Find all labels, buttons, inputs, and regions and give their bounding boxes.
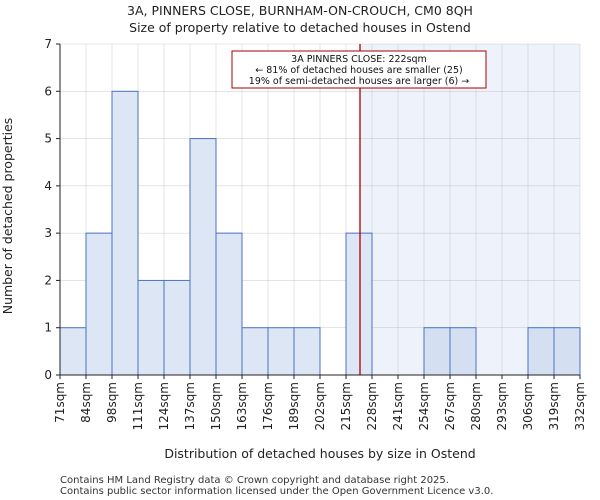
- bar: [163, 279, 191, 376]
- bar: [111, 90, 139, 376]
- chart-title: 3A, PINNERS CLOSE, BURNHAM-ON-CROUCH, CM…: [127, 3, 473, 18]
- x-tick-label: 137sqm: [183, 382, 197, 430]
- x-tick-label: 150sqm: [209, 382, 223, 430]
- bar: [215, 232, 243, 376]
- x-tick-label: 319sqm: [547, 382, 561, 430]
- x-tick-label: 111sqm: [131, 382, 145, 430]
- bar: [85, 232, 113, 376]
- x-tick-label: 280sqm: [469, 382, 483, 430]
- bar: [59, 327, 87, 376]
- x-tick-label: 228sqm: [365, 382, 379, 430]
- x-tick-label: 267sqm: [443, 382, 457, 430]
- bar: [553, 327, 581, 376]
- y-tick-label: 3: [44, 226, 52, 240]
- annotation-line-1: 3A PINNERS CLOSE: 222sqm: [291, 54, 427, 65]
- bar: [293, 327, 321, 376]
- bar: [449, 327, 477, 376]
- x-tick-label: 84sqm: [79, 382, 93, 423]
- y-tick-label: 7: [44, 37, 52, 51]
- x-tick-label: 98sqm: [105, 382, 119, 423]
- x-tick-label: 215sqm: [339, 382, 353, 430]
- bar: [241, 327, 269, 376]
- x-ticks: 71sqm 84sqm 98sqm 111sqm 124sqm 137sqm 150sqm 1…: [53, 375, 587, 430]
- y-axis-label: Number of detached properties: [0, 118, 15, 315]
- x-tick-label: 124sqm: [157, 382, 171, 430]
- bar: [423, 327, 451, 376]
- x-tick-label: 189sqm: [287, 382, 301, 430]
- y-ticks: 0 1 2 3 4 5 6 7: [44, 37, 60, 382]
- x-tick-label: 306sqm: [521, 382, 535, 430]
- x-tick-label: 293sqm: [495, 382, 509, 430]
- y-tick-label: 5: [44, 132, 52, 146]
- x-tick-label: 163sqm: [235, 382, 249, 430]
- x-tick-label: 202sqm: [313, 382, 327, 430]
- footer-line-1: Contains HM Land Registry data © Crown c…: [60, 475, 449, 486]
- x-tick-label: 332sqm: [573, 382, 587, 430]
- bar: [267, 327, 295, 376]
- annotation-line-3: 19% of semi-detached houses are larger (…: [249, 76, 469, 87]
- annotation-line-2: ← 81% of detached houses are smaller (25…: [255, 65, 462, 76]
- bar: [189, 138, 217, 376]
- x-tick-label: 241sqm: [391, 382, 405, 430]
- chart-subtitle: Size of property relative to detached ho…: [129, 20, 471, 35]
- bar: [137, 279, 165, 376]
- shaded-region: [360, 44, 580, 375]
- bar: [345, 232, 373, 376]
- bar: [527, 327, 555, 376]
- y-tick-label: 1: [44, 321, 52, 335]
- x-tick-label: 71sqm: [53, 382, 67, 423]
- y-tick-label: 6: [44, 84, 52, 98]
- y-tick-label: 4: [44, 179, 52, 193]
- annotation-box: [231, 50, 487, 89]
- y-tick-label: 2: [44, 273, 52, 287]
- bars-layer: [59, 90, 581, 376]
- footer-line-2: Contains public sector information licen…: [60, 486, 493, 497]
- x-tick-label: 254sqm: [417, 382, 431, 430]
- x-axis-label: Distribution of detached houses by size …: [164, 446, 475, 461]
- y-tick-label: 0: [44, 368, 52, 382]
- x-tick-label: 176sqm: [261, 382, 275, 430]
